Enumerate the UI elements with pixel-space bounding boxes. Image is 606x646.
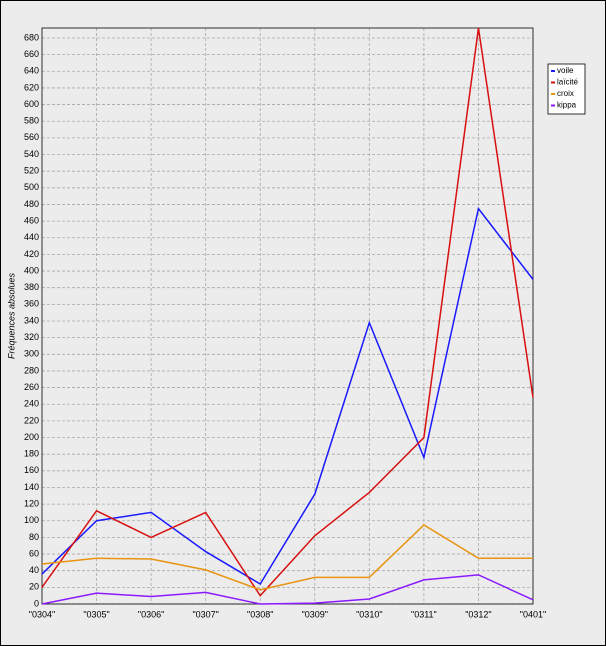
x-tick-label: "0312" [465,609,491,619]
x-tick-label: "0401" [520,609,546,619]
series-line [41,523,533,591]
y-tick-label: 0 [34,598,39,608]
y-tick-label: 280 [24,365,39,375]
x-tick-label: "0307" [192,609,218,619]
x-tick-label: "0311" [411,609,437,619]
y-tick-label: 160 [24,465,39,475]
y-tick-label: 620 [24,82,39,92]
legend-label: kippa [557,101,577,110]
y-tick-label: 400 [24,265,39,275]
y-tick-label: 540 [24,149,39,159]
y-tick-label: 560 [24,132,39,142]
y-tick-label: 660 [24,49,39,59]
y-tick-label: 200 [24,432,39,442]
y-tick-label: 500 [24,182,39,192]
y-tick-label: 60 [29,548,39,558]
y-tick-label: 360 [24,299,39,309]
y-tick-label: 520 [24,166,39,176]
y-tick-label: 380 [24,282,39,292]
y-tick-label: 480 [24,199,39,209]
y-tick-label: 340 [24,315,39,325]
y-tick-label: 220 [24,415,39,425]
y-tick-label: 120 [24,498,39,508]
y-tick-label: 100 [24,515,39,525]
legend-label: voile [557,66,574,75]
y-tick-label: 320 [24,332,39,342]
series-line [41,574,534,605]
y-tick-label: 440 [24,232,39,242]
x-tick-label: "0304" [29,609,55,619]
y-tick-label: 600 [24,99,39,109]
y-tick-label: 300 [24,349,39,359]
x-tick-label: "0310" [356,609,382,619]
y-tick-label: 460 [24,215,39,225]
x-tick-label: "0305" [83,609,109,619]
y-tick-label: 580 [24,116,39,126]
y-tick-label: 180 [24,449,39,459]
series-line [41,27,534,597]
y-tick-label: 140 [24,482,39,492]
y-tick-label: 640 [24,66,39,76]
y-tick-label: 40 [29,565,39,575]
y-tick-label: 420 [24,249,39,259]
series-line [41,206,534,586]
x-tick-label: "0309" [302,609,328,619]
y-tick-label: 680 [24,32,39,42]
y-tick-label: 80 [29,532,39,542]
legend-label: croix [557,89,574,98]
x-tick-label: "0306" [138,609,164,619]
legend-label: laïcité [557,78,578,87]
y-tick-label: 20 [29,582,39,592]
y-tick-label: 240 [24,399,39,409]
y-axis-label: Fréquences absolues [6,272,16,359]
x-tick-label: "0308" [247,609,273,619]
y-tick-label: 260 [24,382,39,392]
